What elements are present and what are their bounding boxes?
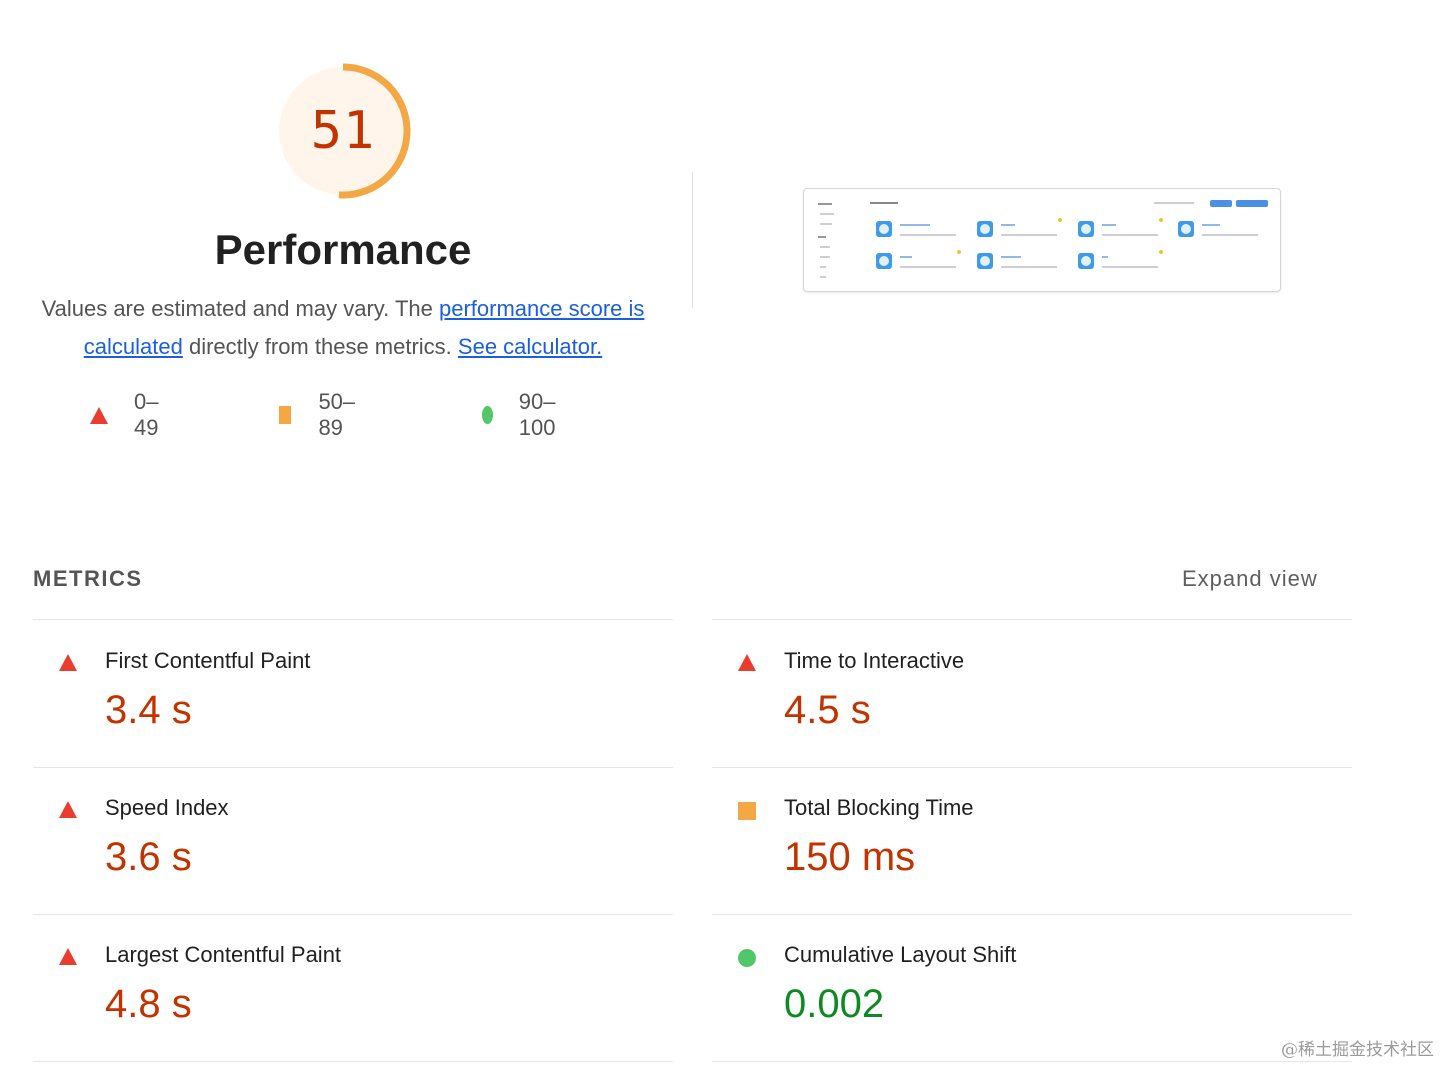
- thumb-card-icon: [977, 221, 993, 237]
- expand-view-toggle[interactable]: Expand view: [1182, 566, 1318, 591]
- metric-first-contentful-paint: First Contentful Paint 3.4 s: [33, 620, 673, 766]
- fail-triangle-icon: [59, 801, 77, 818]
- metric-title: Cumulative Layout Shift: [784, 942, 1017, 967]
- vertical-divider: [692, 172, 693, 308]
- final-screenshot-thumbnail[interactable]: [803, 188, 1281, 292]
- thumb-button: [1210, 200, 1232, 207]
- metric-title: Speed Index: [105, 795, 229, 820]
- red-triangle-icon: [90, 406, 108, 424]
- metrics-heading: METRICS: [33, 566, 143, 591]
- thumb-card-icon: [1078, 253, 1094, 269]
- gauge-background: [279, 67, 407, 195]
- metrics-divider: [712, 1061, 1352, 1062]
- pass-circle-icon: [738, 949, 756, 967]
- thumb-star: [1159, 218, 1163, 222]
- thumb-card-icon: [977, 253, 993, 269]
- thumb-card-icon: [876, 253, 892, 269]
- thumb-card-icon: [1178, 221, 1194, 237]
- description-text-middle: directly from these metrics.: [182, 334, 458, 359]
- metric-total-blocking-time: Total Blocking Time 150 ms: [712, 767, 1352, 913]
- metric-value: 4.5 s: [784, 688, 871, 732]
- thumb-card-line: [1102, 224, 1116, 226]
- thumb-sidebar-line: [820, 213, 834, 215]
- metrics-divider: [712, 619, 1352, 620]
- thumb-sidebar-line: [820, 223, 832, 225]
- fail-triangle-icon: [59, 948, 77, 965]
- thumb-card-line: [1001, 234, 1057, 236]
- average-square-icon: [738, 802, 756, 820]
- metric-value: 150 ms: [784, 835, 916, 879]
- thumb-button: [1236, 200, 1268, 207]
- metrics-divider: [33, 914, 673, 915]
- thumb-card-line: [1001, 256, 1021, 258]
- gauge-svg: [275, 63, 411, 199]
- category-description: Values are estimated and may vary. The p…: [32, 290, 654, 366]
- thumb-card-line: [1102, 256, 1108, 258]
- thumb-card-line: [900, 256, 912, 258]
- legend-label-average: 50–89: [318, 389, 356, 440]
- thumb-card-line: [1001, 224, 1015, 226]
- legend-label-pass: 90–100: [518, 389, 556, 440]
- legend-label-fail: 0–49: [134, 389, 159, 440]
- metric-value: 0.002: [784, 982, 885, 1026]
- thumb-sidebar-line: [820, 246, 830, 248]
- orange-square-icon: [279, 406, 292, 424]
- see-calculator-link[interactable]: See calculator.: [457, 334, 603, 359]
- thumb-star: [1159, 250, 1163, 254]
- thumb-card-line: [900, 224, 930, 226]
- metrics-divider: [712, 914, 1352, 915]
- thumb-card-line: [1001, 266, 1057, 268]
- metric-value: 3.6 s: [105, 835, 192, 879]
- metrics-divider: [33, 1061, 673, 1062]
- metric-cumulative-layout-shift: Cumulative Layout Shift 0.002: [712, 914, 1352, 1060]
- thumb-header-line: [870, 202, 898, 204]
- thumb-card-line: [1102, 266, 1158, 268]
- metric-time-to-interactive: Time to Interactive 4.5 s: [712, 620, 1352, 766]
- thumb-sidebar-line: [820, 256, 830, 258]
- fail-triangle-icon: [59, 654, 77, 671]
- gauge-arc: [275, 63, 411, 199]
- metric-title: First Contentful Paint: [105, 648, 311, 673]
- performance-gauge: 51: [270, 58, 416, 204]
- metric-value: 4.8 s: [105, 982, 192, 1026]
- metric-value: 3.4 s: [105, 688, 192, 732]
- thumb-card-line: [900, 266, 956, 268]
- thumb-sidebar-line: [820, 266, 826, 268]
- category-title: Performance: [214, 226, 472, 273]
- thumb-card-line: [1202, 224, 1220, 226]
- metrics-divider: [33, 767, 673, 768]
- metrics-divider: [712, 767, 1352, 768]
- metric-title: Largest Contentful Paint: [105, 942, 342, 967]
- performance-score-link[interactable]: performance score is calculated: [83, 296, 645, 359]
- thumb-sidebar-line: [818, 203, 832, 205]
- watermark: @稀土掘金技术社区: [1281, 1040, 1434, 1060]
- metric-speed-index: Speed Index 3.6 s: [33, 767, 673, 913]
- metric-title: Time to Interactive: [784, 648, 965, 673]
- thumb-search-line: [1154, 202, 1194, 204]
- thumb-card-line: [900, 234, 956, 236]
- thumb-star: [957, 250, 961, 254]
- metric-largest-contentful-paint: Largest Contentful Paint 4.8 s: [33, 914, 673, 1060]
- description-text: Values are estimated and may vary. The: [41, 296, 439, 321]
- thumb-card-line: [1102, 234, 1158, 236]
- thumb-sidebar-line: [820, 276, 826, 278]
- thumb-card-icon: [1078, 221, 1094, 237]
- thumb-sidebar-line: [818, 236, 826, 238]
- legend-fail: 0–49: [90, 389, 158, 440]
- thumb-star: [1058, 218, 1062, 222]
- legend-average: 50–89: [279, 389, 361, 440]
- thumb-card-icon: [876, 221, 892, 237]
- green-circle-icon: [482, 406, 493, 424]
- thumb-card-line: [1202, 234, 1258, 236]
- gauge-score: 51: [310, 101, 376, 161]
- fail-triangle-icon: [738, 654, 756, 671]
- legend-pass: 90–100: [482, 389, 563, 440]
- metrics-divider: [33, 619, 673, 620]
- metric-title: Total Blocking Time: [784, 795, 974, 820]
